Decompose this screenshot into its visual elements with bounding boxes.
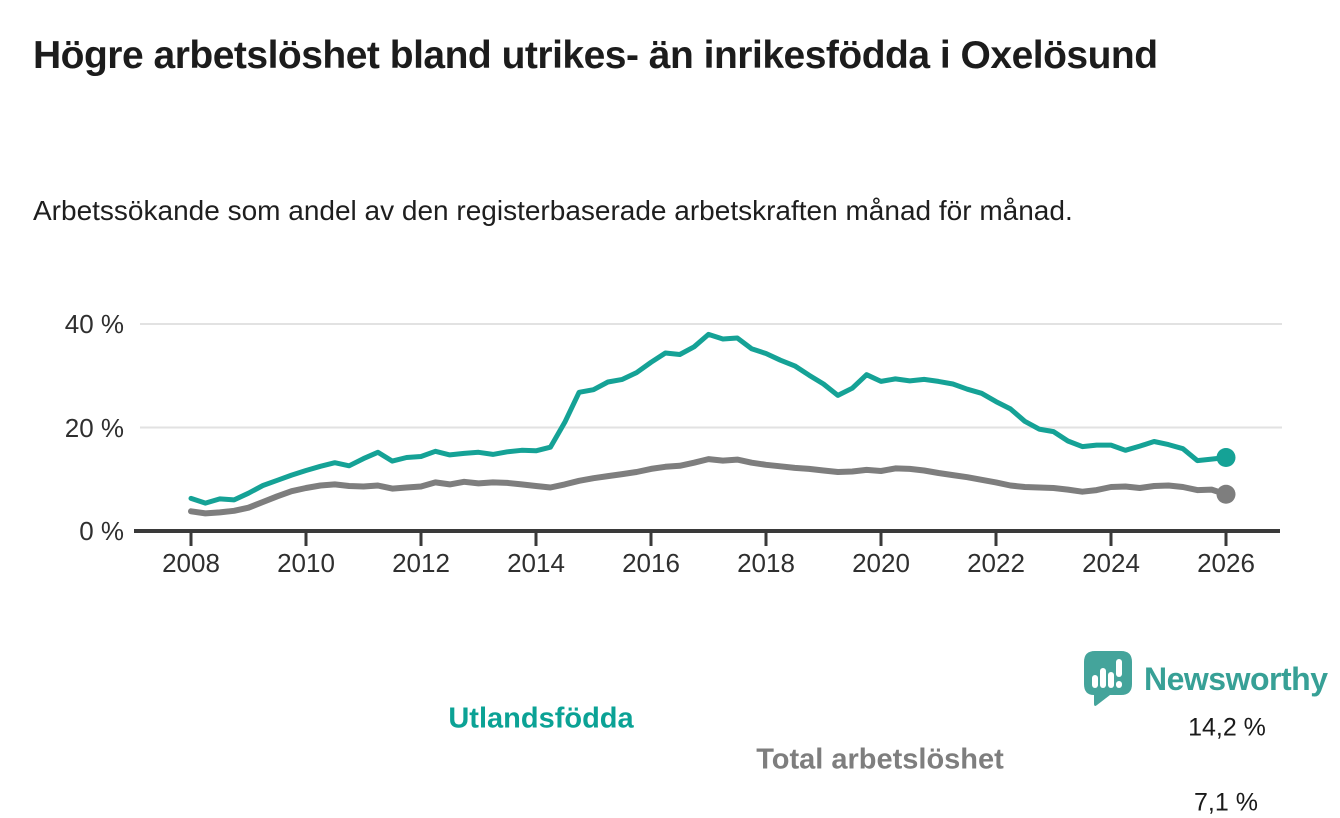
plot-canvas [134, 323, 1282, 546]
newsworthy-logo: Newsworthy [1084, 650, 1328, 708]
newsworthy-logo-text: Newsworthy [1144, 660, 1328, 697]
x-axis-tick-label: 2024 [1082, 548, 1140, 578]
end-value-label-utlandsfodda: 14,2 % [1188, 713, 1266, 742]
bar-chart-speech-bubble-icon [1084, 651, 1132, 706]
page-title: Högre arbetslöshet bland utrikes- än inr… [33, 34, 1158, 77]
x-axis-tick-label: 2014 [507, 548, 565, 578]
end-value-label-total: 7,1 % [1194, 788, 1258, 817]
series-end-dot-utlandsfodda [1216, 448, 1236, 468]
x-axis-tick-label: 2010 [277, 548, 335, 578]
infographic: Högre arbetslöshet bland utrikes- än inr… [0, 34, 1340, 817]
line-chart: Utlandsfödda Total arbetslöshet 14,2 % 7… [0, 290, 1340, 817]
x-axis-tick-label: 2008 [162, 548, 220, 578]
series-label-total-arbetsloshet: Total arbetslöshet [756, 743, 1004, 776]
x-axis-tick-label: 2026 [1197, 548, 1255, 578]
series-label-utlandsfodda: Utlandsfödda [448, 702, 634, 735]
x-axis-tick-label: 2020 [852, 548, 910, 578]
x-axis-tick-label: 2022 [967, 548, 1025, 578]
x-axis-tick-label: 2018 [737, 548, 795, 578]
series-line-utlandsfodda [188, 331, 1229, 506]
chart-subtitle: Arbetssökande som andel av den registerb… [33, 195, 1073, 226]
series-line-total [188, 456, 1229, 517]
x-axis-tick-label: 2012 [392, 548, 450, 578]
x-axis-tick-label: 2016 [622, 548, 680, 578]
y-axis-tick-label: 40 % [64, 309, 124, 339]
y-axis-tick-label: 0 % [79, 516, 124, 546]
series-end-dot-total [1216, 484, 1236, 504]
y-axis-tick-label: 20 % [64, 412, 124, 443]
